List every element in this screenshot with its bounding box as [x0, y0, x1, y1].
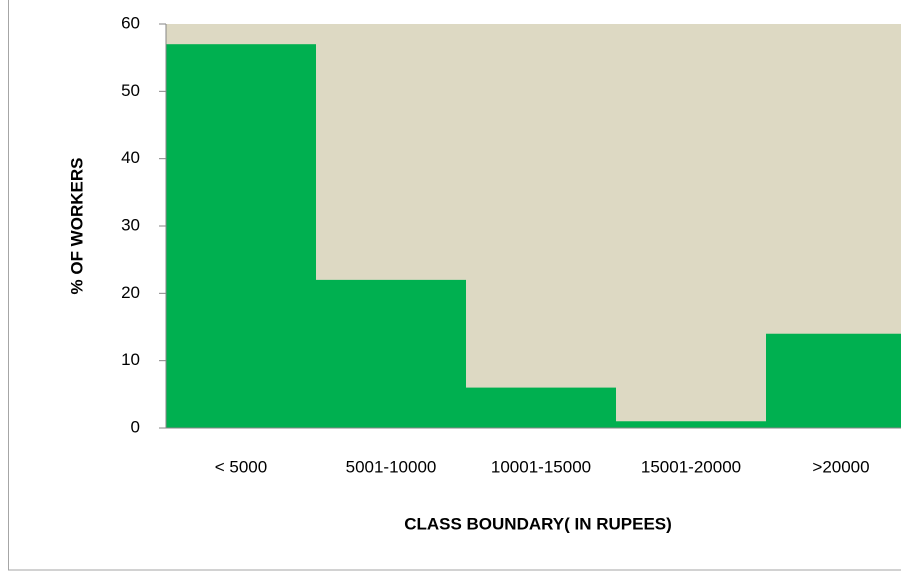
bar	[616, 421, 766, 428]
bar	[316, 279, 466, 428]
chart-frame	[8, 0, 901, 571]
x-tick-label: 5001-10000	[346, 457, 437, 476]
bar	[166, 44, 316, 428]
y-axis-title: % OF WORKERS	[67, 158, 86, 295]
x-tick-label: >20000	[812, 457, 869, 476]
x-tick-label: < 5000	[215, 457, 267, 476]
y-tick-label: 30	[121, 215, 140, 234]
y-tick-label: 0	[131, 417, 140, 436]
x-axis-title: CLASS BOUNDARY( IN RUPEES)	[404, 514, 672, 533]
y-tick-label: 40	[121, 148, 140, 167]
bar	[466, 387, 616, 428]
x-tick-label: 15001-20000	[641, 457, 741, 476]
y-tick-label: 50	[121, 81, 140, 100]
y-tick-label: 10	[121, 350, 140, 369]
bar	[766, 333, 901, 428]
x-tick-label: 10001-15000	[491, 457, 591, 476]
y-tick-label: 20	[121, 283, 140, 302]
y-tick-label: 60	[121, 13, 140, 32]
